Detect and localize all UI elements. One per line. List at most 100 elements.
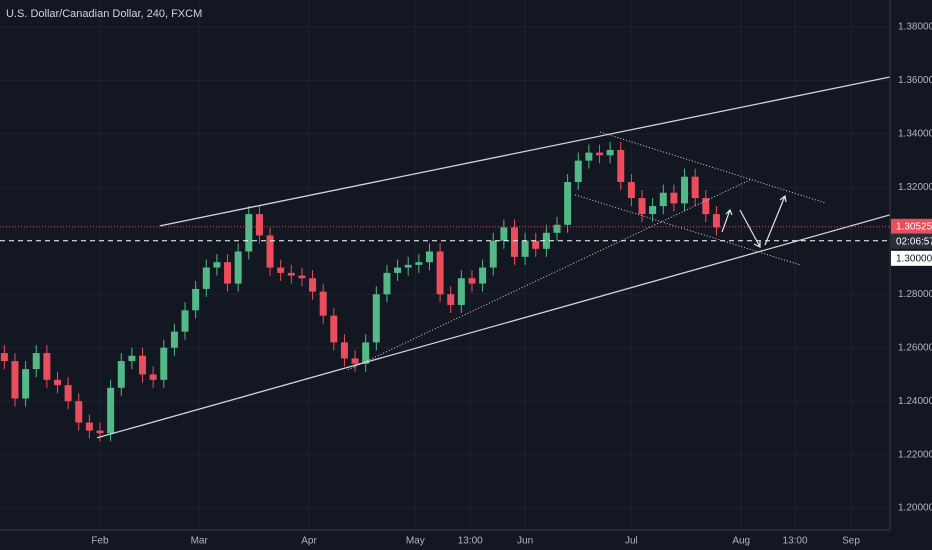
- candle-body: [170, 331, 178, 348]
- candle-body: [521, 240, 529, 257]
- y-tick-label: 1.34000: [898, 129, 932, 140]
- trend-line: [574, 194, 801, 266]
- candle-body: [0, 353, 8, 362]
- x-tick-label: 13:00: [783, 536, 808, 547]
- candle-body: [309, 278, 317, 292]
- y-tick-label: 1.32000: [898, 182, 932, 193]
- candle-body: [606, 149, 614, 156]
- candle-body: [585, 152, 593, 161]
- price-tag: [891, 218, 932, 234]
- y-tick-label: 1.36000: [898, 75, 932, 86]
- candle-body: [383, 272, 391, 295]
- trend-line: [159, 76, 891, 227]
- candle-body: [510, 227, 518, 257]
- candle-body: [712, 214, 720, 228]
- arrows: [721, 194, 787, 248]
- candle-body: [149, 374, 157, 380]
- candle-body: [415, 262, 423, 265]
- candle-body: [574, 160, 582, 183]
- candle-body: [234, 251, 242, 284]
- x-tick-label: Apr: [301, 536, 317, 547]
- countdown-label: 02:06:57: [896, 236, 932, 247]
- axes: 1.20000 1.22000 1.24000 1.26000 1.28000 1.320…: [91, 22, 932, 547]
- candle-body: [160, 347, 168, 380]
- arrow: [739, 209, 761, 248]
- candle-body: [255, 214, 263, 236]
- candle-body: [468, 278, 476, 284]
- line-tag: [891, 250, 932, 266]
- candle-body: [649, 206, 657, 215]
- candle-body: [479, 267, 487, 284]
- candle-body: [75, 401, 83, 423]
- candle-body: [457, 278, 465, 305]
- candle-body: [425, 251, 433, 263]
- candle-body: [330, 315, 338, 343]
- candle-body: [266, 235, 274, 268]
- candle-body: [553, 224, 561, 233]
- candle-body: [213, 262, 221, 268]
- candle-body: [85, 422, 93, 431]
- x-tick-label: Jun: [517, 536, 533, 547]
- candle-body: [702, 198, 710, 215]
- candle-body: [139, 355, 147, 375]
- candle-body: [681, 176, 689, 204]
- candle-body: [500, 227, 508, 241]
- candle-body: [362, 342, 370, 364]
- candle-body: [107, 387, 115, 434]
- trend-line: [600, 131, 826, 204]
- candle-body: [447, 294, 455, 305]
- candle-body: [627, 182, 635, 199]
- candle-body: [596, 152, 604, 156]
- candle-body: [11, 361, 19, 399]
- candle-body: [22, 369, 30, 399]
- y-tick-label: 1.20000: [898, 503, 932, 514]
- candle-body: [181, 310, 189, 332]
- candle-body: [43, 353, 51, 380]
- line-tag-label: 1.30000: [896, 253, 932, 264]
- candle-body: [117, 361, 125, 388]
- y-tick-label: 1.28000: [898, 289, 932, 300]
- candle-body: [691, 176, 699, 199]
- y-tick-label: 1.38000: [898, 22, 932, 33]
- x-tick-label: 13:00: [458, 536, 483, 547]
- x-tick-label: Jul: [625, 536, 638, 547]
- countdown-tag: [891, 233, 932, 249]
- candle-body: [394, 267, 402, 273]
- x-tick-label: Aug: [732, 536, 750, 547]
- candle-body: [532, 240, 540, 249]
- candle-body: [277, 267, 285, 273]
- arrow: [721, 208, 733, 233]
- candle-body: [96, 430, 104, 434]
- candle-body: [64, 385, 72, 402]
- trend-line: [96, 214, 891, 439]
- candle-body: [659, 192, 667, 207]
- candle-body: [245, 214, 253, 252]
- candle-body: [489, 240, 497, 268]
- candle-body: [372, 294, 380, 343]
- candle-body: [192, 288, 200, 311]
- plot-area: [0, 76, 891, 442]
- candle-body: [340, 342, 348, 359]
- candle-body: [670, 192, 678, 204]
- price-tag-label: 1.30525: [896, 221, 932, 232]
- chart-title: U.S. Dollar/Canadian Dollar, 240, FXCM: [6, 8, 202, 20]
- candle-body: [542, 232, 550, 249]
- candle-body: [564, 182, 572, 225]
- grid: [0, 0, 890, 530]
- x-tick-label: Feb: [91, 536, 109, 547]
- y-tick-label: 1.22000: [898, 449, 932, 460]
- candle-body: [202, 267, 210, 289]
- candle-body: [32, 353, 40, 370]
- candle-body: [638, 198, 646, 215]
- candle-body: [298, 275, 306, 279]
- candle-body: [287, 272, 295, 276]
- candle-body: [53, 379, 61, 386]
- candle-body: [319, 291, 327, 316]
- candle-body: [617, 149, 625, 183]
- candle-body: [436, 251, 444, 295]
- trend-line: [347, 179, 751, 371]
- candle-body: [128, 355, 136, 362]
- x-tick-label: Mar: [191, 536, 209, 547]
- arrow: [764, 194, 787, 246]
